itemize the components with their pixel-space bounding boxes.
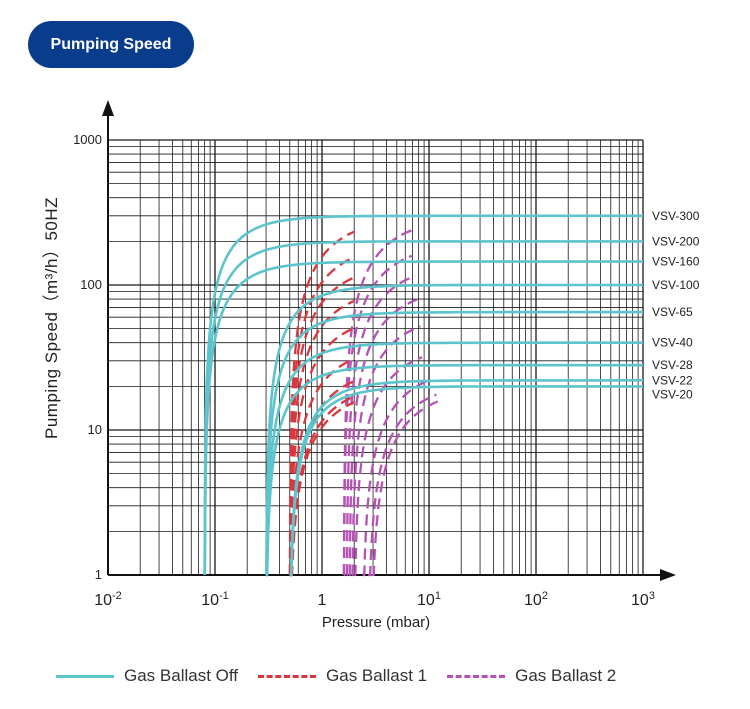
legend-item-gb1: Gas Ballast 1	[258, 666, 427, 686]
x-tick-label: 10-2	[94, 590, 122, 609]
page-title-badge: Pumping Speed	[28, 21, 194, 68]
series-label-vsv-65: VSV-65	[652, 305, 693, 319]
curve-gb2-vsv-28	[362, 378, 432, 577]
chart-labels: 1 10 100 1000 10-2 10-1 1 101 102 103 Pressure (mb…	[42, 132, 700, 631]
curve-off-vsv-160	[203, 260, 643, 576]
y-tick-label: 1	[95, 567, 102, 582]
curve-gb2-vsv-160	[345, 274, 416, 577]
curve-off-vsv-300	[203, 214, 643, 575]
curve-off-vsv-28	[265, 363, 643, 577]
legend-swatch-off	[56, 674, 114, 678]
series-label-vsv-200: VSV-200	[652, 234, 700, 248]
series-label-vsv-160: VSV-160	[652, 255, 700, 269]
legend-swatch-gb1	[258, 674, 317, 678]
chart-axes	[102, 100, 676, 581]
x-tick-label: 101	[417, 590, 441, 609]
series-label-vsv-22: VSV-22	[652, 373, 693, 387]
curve-gb2-vsv-200	[342, 254, 413, 577]
x-axis-title: Pressure (mbar)	[322, 614, 430, 631]
curve-off-vsv-20	[289, 385, 643, 577]
series-label-vsv-40: VSV-40	[652, 336, 693, 350]
curve-off-vsv-100	[265, 283, 643, 577]
legend-label-off: Gas Ballast Off	[124, 666, 239, 685]
legend-item-off: Gas Ballast Off	[56, 666, 238, 686]
curve-gb2-vsv-300	[342, 229, 413, 576]
y-tick-label: 10	[88, 422, 102, 437]
x-tick-label: 1	[318, 592, 327, 609]
series-label-vsv-28: VSV-28	[652, 358, 693, 372]
curve-off-vsv-200	[203, 240, 643, 576]
curve-gb1-vsv-20	[289, 401, 355, 577]
y-axis-title: Pumping Speed（m³/h）50HZ	[42, 197, 61, 439]
curve-off-vsv-40	[265, 341, 643, 577]
curve-gb2-vsv-22	[368, 393, 437, 577]
curve-gb1-vsv-160	[288, 276, 355, 577]
series-label-vsv-20: VSV-20	[652, 387, 693, 401]
curve-gb2-vsv-20	[371, 399, 441, 577]
series-label-vsv-300: VSV-300	[652, 209, 700, 223]
x-tick-label: 10-1	[201, 590, 229, 609]
x-tick-label: 103	[631, 590, 655, 609]
y-axis-arrow	[102, 100, 114, 116]
chart-legend: Gas Ballast Off Gas Ballast 1 Gas Ballast …	[56, 664, 636, 688]
x-axis-arrow	[660, 569, 676, 581]
y-tick-label: 100	[80, 277, 102, 292]
legend-label-gb1: Gas Ballast 1	[326, 666, 428, 685]
legend-swatch-gb2	[447, 674, 506, 678]
page-title: Pumping Speed	[50, 35, 172, 53]
chart-grid	[107, 139, 644, 576]
legend-label-gb2: Gas Ballast 2	[515, 666, 617, 685]
curve-gb2-vsv-100	[348, 298, 418, 577]
x-tick-label: 102	[524, 590, 548, 609]
y-tick-label: 1000	[73, 132, 102, 147]
curve-gb2-vsv-65	[351, 325, 421, 577]
curve-gb1-vsv-65	[289, 326, 355, 577]
curve-off-vsv-65	[265, 310, 643, 577]
curve-off-vsv-22	[289, 379, 643, 577]
curve-gb1-vsv-100	[289, 299, 355, 577]
chart-curves	[203, 214, 643, 577]
series-label-vsv-100: VSV-100	[652, 278, 700, 292]
legend-item-gb2: Gas Ballast 2	[447, 666, 616, 686]
